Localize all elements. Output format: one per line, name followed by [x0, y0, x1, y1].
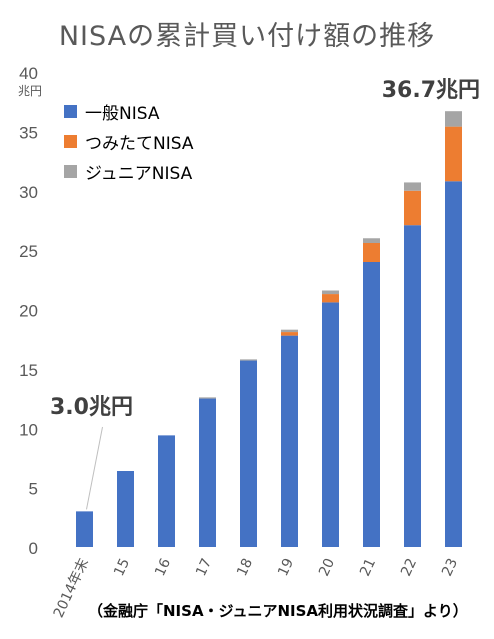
- x-tick-label: 18: [234, 556, 256, 579]
- y-tick-label: 30: [19, 183, 38, 202]
- legend-label-junior: ジュニアNISA: [85, 163, 193, 184]
- bar-segment-general: [404, 225, 421, 547]
- x-tick-label: 21: [357, 556, 379, 579]
- y-tick-label: 20: [19, 302, 38, 321]
- y-tick-label: 15: [19, 361, 38, 380]
- bar-segment-general: [199, 398, 216, 547]
- y-tick-label: 35: [19, 123, 38, 142]
- bar-segment-general: [158, 435, 175, 547]
- annotation-last: 36.7兆円: [382, 78, 480, 103]
- x-tick-label: 19: [275, 556, 297, 579]
- x-tick-label: 22: [398, 556, 420, 579]
- legend-swatch-tsumitate: [64, 134, 77, 148]
- y-tick-label: 10: [19, 420, 38, 439]
- bar-segment-general: [445, 181, 462, 547]
- bar-segment-tsumitate: [281, 332, 298, 336]
- bar-segment-general: [363, 262, 380, 547]
- x-tick-label: 20: [316, 556, 338, 579]
- chart-title: NISAの累計買い付け額の推移: [58, 21, 436, 52]
- bar-segment-junior: [322, 290, 339, 295]
- x-tick-label: 16: [152, 556, 174, 579]
- y-axis-unit: 兆円: [18, 84, 42, 98]
- bar-segment-junior: [240, 359, 257, 361]
- bar-segment-tsumitate: [363, 243, 380, 262]
- x-tick-label: 15: [111, 556, 133, 579]
- annotation-first: 3.0兆円: [50, 395, 133, 420]
- bar-segment-junior: [199, 397, 216, 399]
- legend-swatch-junior: [64, 164, 77, 178]
- x-tick-label: 17: [193, 556, 215, 579]
- y-tick-label: 40: [19, 64, 38, 83]
- bar-segment-general: [322, 302, 339, 547]
- bar-segment-general: [281, 335, 298, 547]
- bar-segment-general: [76, 511, 93, 547]
- bar-segment-junior: [281, 329, 298, 333]
- bar-segment-junior: [363, 238, 380, 243]
- bar-segment-junior: [404, 182, 421, 191]
- legend: 一般NISA つみたてNISA ジュニアNISA: [64, 96, 193, 186]
- bar-segment-junior: [445, 111, 462, 127]
- x-tick-label: 2014年末: [51, 556, 92, 620]
- y-tick-label: 25: [19, 242, 38, 261]
- legend-label-general: 一般NISA: [85, 103, 160, 124]
- x-tick-label: 23: [439, 556, 461, 579]
- annotation-leader-line: [86, 426, 103, 510]
- legend-item-junior: ジュニアNISA: [64, 156, 193, 186]
- legend-swatch-general: [64, 104, 77, 118]
- y-tick-label: 5: [29, 480, 38, 499]
- bar-segment-tsumitate: [322, 294, 339, 303]
- bar-segment-tsumitate: [445, 126, 462, 182]
- y-tick-label: 0: [29, 539, 38, 558]
- legend-label-tsumitate: つみたてNISA: [85, 133, 194, 154]
- bar-segment-general: [117, 471, 134, 547]
- source-note: （金融庁「NISA・ジュニアNISA利用状況調査」より）: [88, 602, 468, 620]
- bar-segment-general: [240, 360, 257, 547]
- legend-item-tsumitate: つみたてNISA: [64, 126, 193, 156]
- bar-segment-tsumitate: [404, 190, 421, 226]
- legend-item-general: 一般NISA: [64, 96, 193, 126]
